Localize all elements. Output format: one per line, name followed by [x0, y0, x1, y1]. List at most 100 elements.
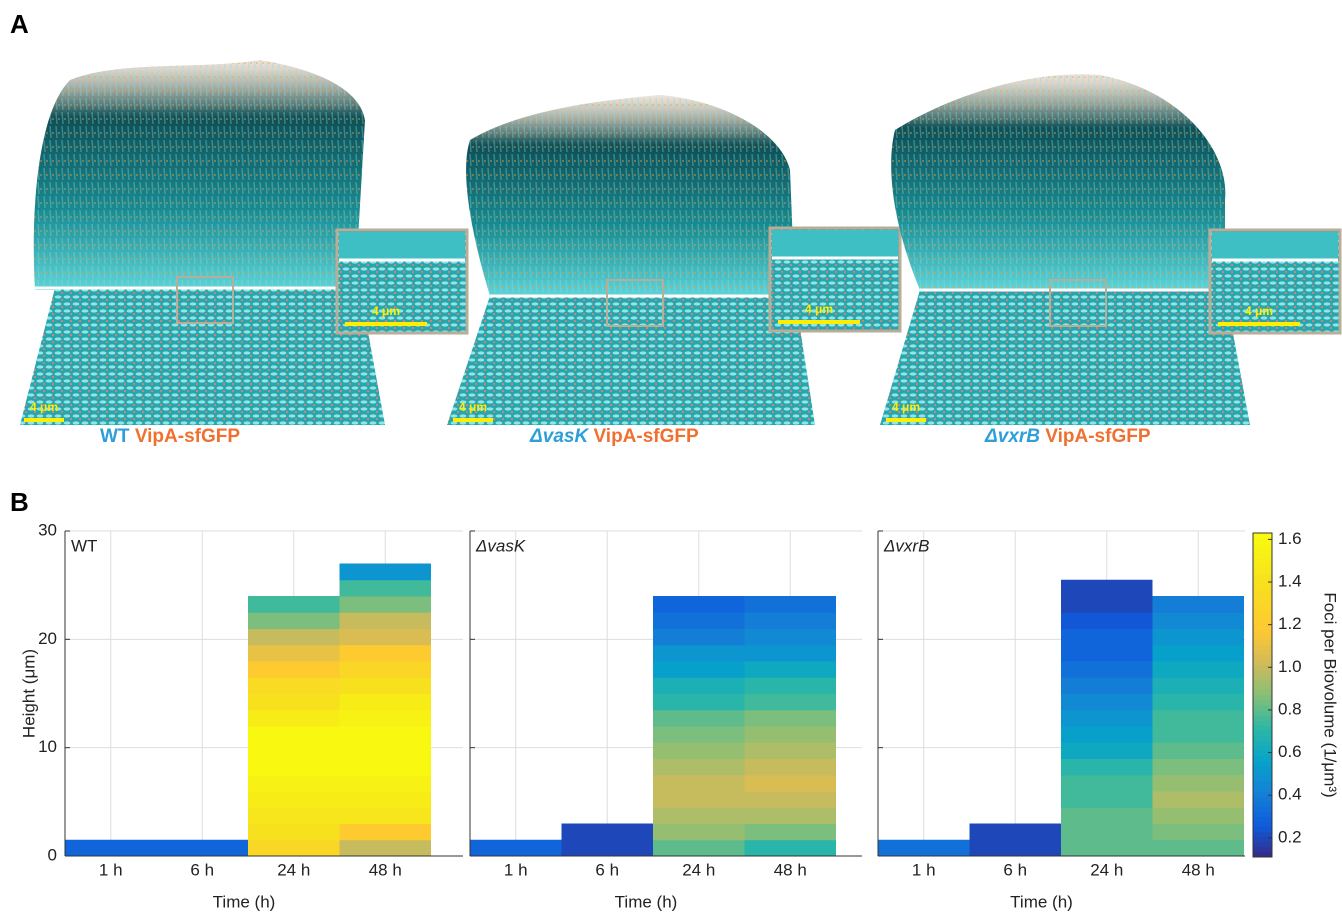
inset-top — [339, 232, 465, 260]
bar-layer — [744, 791, 836, 808]
colorbar-swatch — [1253, 735, 1272, 742]
inset-scale-label: 4 μm — [805, 302, 833, 316]
bar-layer — [1061, 677, 1153, 694]
bar-layer — [878, 839, 970, 857]
bar-layer — [339, 774, 431, 792]
inset-scale-label: 4 μm — [372, 304, 400, 318]
bar-layer — [744, 628, 836, 646]
colorbar-swatch — [1253, 583, 1272, 590]
colorbar-swatch — [1253, 568, 1272, 574]
bar-layer — [1061, 612, 1153, 629]
biofilm-texture — [33, 60, 366, 290]
colorbar-swatch — [1253, 548, 1272, 554]
zoom-box — [1049, 279, 1107, 327]
colorbar-tick-label: 0.8 — [1278, 699, 1302, 718]
colorbar-swatch — [1253, 674, 1272, 681]
caption: ΔvxrB VipA-sfGFP — [984, 426, 1151, 447]
panel-letter: A — [10, 9, 29, 39]
bar-layer — [1152, 823, 1244, 841]
inset-scale-bar — [345, 322, 427, 326]
x-tick-label: 1 h — [504, 860, 528, 879]
colorbar-swatch — [1253, 770, 1272, 777]
bar-layer — [744, 839, 836, 857]
biofilm-base — [20, 288, 385, 425]
bar-layer — [1061, 758, 1153, 776]
colorbar-swatch — [1253, 639, 1272, 645]
bar-layer — [561, 823, 653, 841]
bar-layer — [653, 823, 745, 841]
colorbar-swatch — [1253, 725, 1272, 731]
colorbar-swatch — [1253, 573, 1272, 580]
bar-layer — [969, 839, 1061, 857]
bar-layer — [744, 644, 836, 662]
panel-title: ΔvasK — [475, 536, 526, 555]
inset-scale-bar — [1218, 322, 1300, 326]
bar-layer — [339, 693, 431, 711]
colorbar-swatch — [1253, 689, 1272, 696]
x-tick-label: 6 h — [190, 860, 214, 879]
y-tick-label: 20 — [38, 629, 57, 648]
bar-layer — [744, 693, 836, 711]
bar-layer — [653, 709, 745, 727]
colorbar-tick-label: 0.6 — [1278, 742, 1302, 761]
y-tick-label: 0 — [48, 845, 57, 864]
bar-layer — [248, 612, 340, 629]
bar-layer — [248, 693, 340, 711]
colorbar-swatch — [1253, 791, 1272, 797]
colorbar-swatch — [1253, 578, 1272, 585]
bar-layer — [248, 709, 340, 727]
zoom-box — [606, 279, 664, 327]
bar-layer — [744, 807, 836, 824]
colorbar-swatch — [1253, 836, 1272, 843]
colorbar-swatch — [1253, 781, 1272, 787]
bar-layer — [1061, 823, 1153, 841]
x-tick-label: 24 h — [682, 860, 715, 879]
colorbar-swatch — [1253, 533, 1272, 539]
x-tick-label: 48 h — [774, 860, 807, 879]
colorbar-tick-label: 1.6 — [1278, 529, 1302, 548]
bar-layer — [653, 628, 745, 646]
bar-layer — [339, 677, 431, 694]
colorbar-swatch — [1253, 695, 1272, 701]
bar-layer — [653, 677, 745, 694]
bar-layer — [744, 612, 836, 629]
colorbar-swatch — [1253, 821, 1272, 828]
x-tick-label: 6 h — [1003, 860, 1027, 879]
bar-layer — [1061, 596, 1153, 613]
bar-layer — [1061, 807, 1153, 824]
x-tick-label: 48 h — [1182, 860, 1215, 879]
colorbar-swatch — [1253, 816, 1272, 823]
bar-layer — [1152, 742, 1244, 759]
y-tick-label: 30 — [38, 520, 57, 539]
panel-a: 4 μm 4 μm WT VipA-sfGFP 4 μm 4 μm ΔvasK VipA-… — [20, 60, 1342, 447]
bar-layer — [1152, 644, 1244, 662]
inset-top — [1212, 232, 1338, 260]
colorbar-swatch — [1253, 603, 1272, 610]
colorbar-tick-label: 0.4 — [1278, 785, 1302, 804]
bar-layer — [1061, 709, 1153, 727]
bar-layer — [248, 839, 340, 857]
colorbar-swatch — [1253, 750, 1272, 757]
bar-layer — [653, 726, 745, 743]
colorbar-swatch — [1253, 669, 1272, 676]
bar-layer — [969, 823, 1061, 841]
bar-layer — [653, 774, 745, 792]
scale-label: 4 μm — [892, 400, 920, 414]
inset-scale-label: 4 μm — [1245, 304, 1273, 318]
colorbar-swatch — [1253, 755, 1272, 762]
bar-layer — [744, 823, 836, 841]
bar-layer — [248, 644, 340, 662]
colorbar-swatch — [1253, 760, 1272, 767]
colorbar-swatch — [1253, 715, 1272, 721]
colorbar-swatch — [1253, 659, 1272, 666]
bar-layer — [339, 563, 431, 581]
bar-layer — [1061, 628, 1153, 646]
zoom-box — [176, 276, 234, 324]
bar-layer — [339, 661, 431, 678]
bar-layer — [1061, 742, 1153, 759]
bar-layer — [339, 612, 431, 629]
colorbar-swatch — [1253, 786, 1272, 792]
reporter: VipA-sfGFP — [593, 426, 699, 447]
bar-layer — [248, 726, 340, 743]
colorbar-swatch — [1253, 710, 1272, 716]
